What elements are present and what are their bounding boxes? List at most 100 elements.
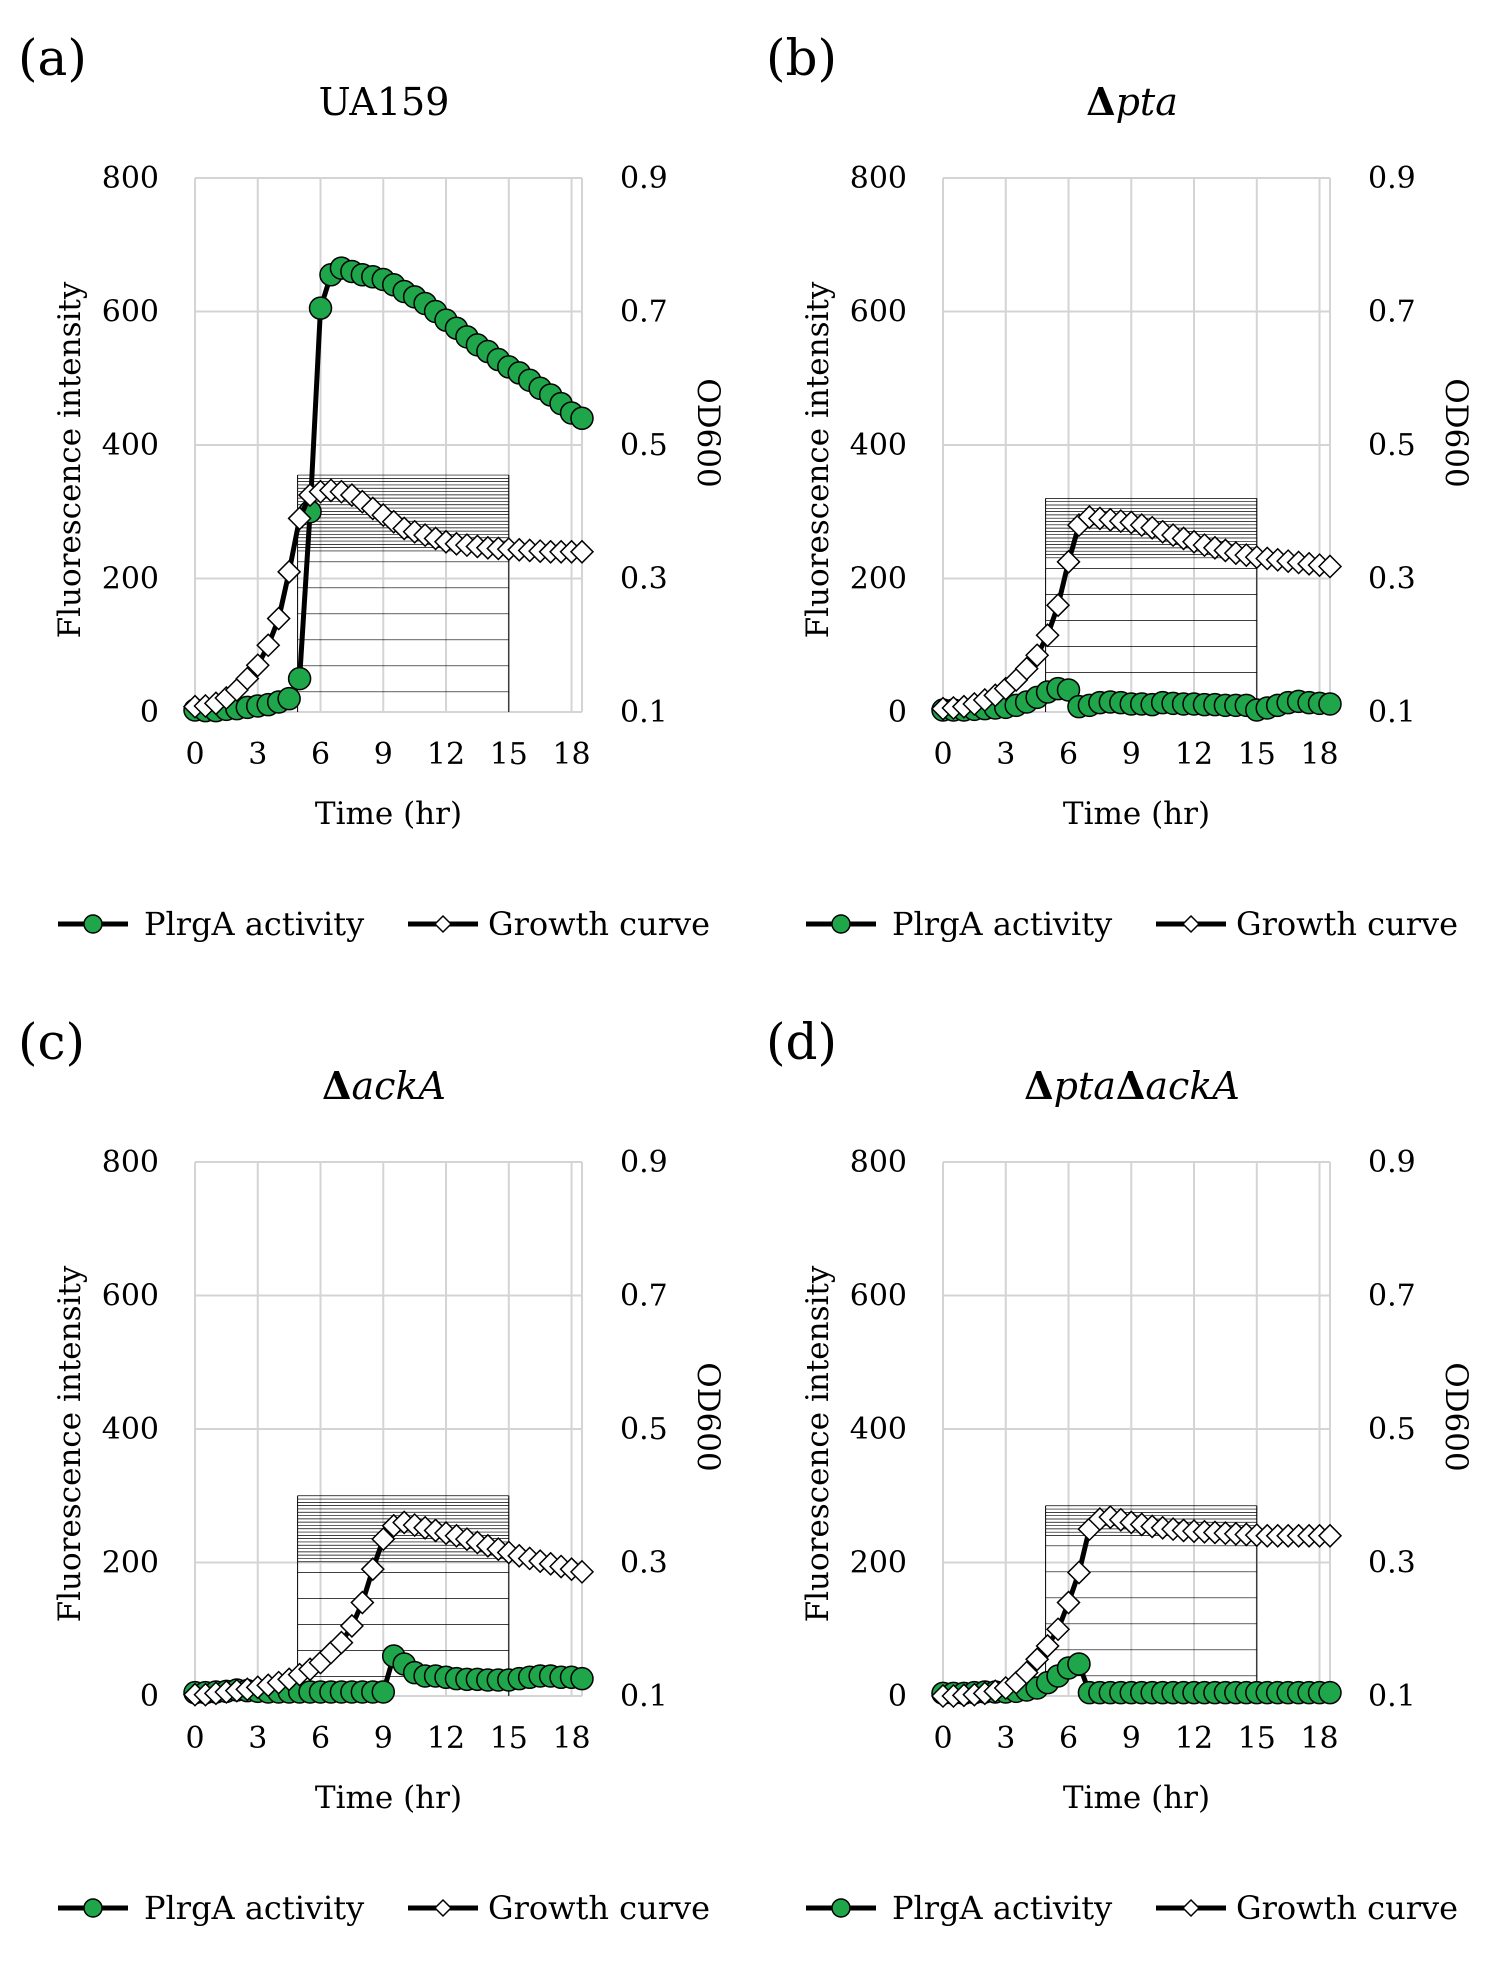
- y-axis-title: Fluorescence intensity: [52, 281, 88, 638]
- x-tick-label: 12: [1175, 1721, 1213, 1756]
- legend-label-growth: Growth curve: [1236, 905, 1458, 943]
- x-tick-label: 3: [996, 737, 1015, 772]
- panel-label: (a): [18, 29, 87, 87]
- error-bars: [1045, 498, 1258, 712]
- y2-tick-label: 0.5: [620, 428, 668, 463]
- chart-title-part: pta: [1116, 80, 1178, 124]
- y2-tick-label: 0.1: [620, 695, 668, 730]
- y2-tick-label: 0.9: [1368, 161, 1416, 196]
- legend: PlrgA activity Growth curve: [806, 905, 1458, 943]
- legend: PlrgA activity Growth curve: [806, 1889, 1458, 1927]
- x-tick-label: 12: [427, 737, 465, 772]
- data-point: [570, 406, 594, 431]
- y2-tick-label: 0.5: [1368, 1412, 1416, 1447]
- series-line: [942, 514, 1331, 712]
- x-tick-label: 0: [185, 737, 204, 772]
- y-tick-label: 800: [102, 1145, 159, 1180]
- data-point: [266, 606, 291, 631]
- chart-svg-d: 0 200 400 600 800 0.1 0.3 0.5 0.7 0.9 0 3 6 9 12 15 18 Ti…: [766, 1013, 1474, 1927]
- data-point: [1035, 1633, 1060, 1658]
- gridlines: [194, 1161, 583, 1697]
- x-tick-label: 9: [1122, 1721, 1141, 1756]
- chart-title: ΔptaΔackA: [1024, 1063, 1240, 1108]
- y2-tick-label: 0.3: [1368, 1546, 1416, 1581]
- y-axis-title: Fluorescence intensity: [800, 281, 836, 638]
- y-tick-label: 0: [888, 1679, 907, 1714]
- data-point: [256, 633, 281, 658]
- y-tick-label: 600: [850, 1279, 907, 1314]
- y2-axis-title: OD600: [690, 378, 726, 487]
- y2-tick-label: 0.7: [1368, 1279, 1416, 1314]
- chart-panel-c: 0 200 400 600 800 0.1 0.3 0.5 0.7 0.9 0 3 6 9 12 15 18 Ti…: [0, 984, 748, 1968]
- x-tick-label: 18: [552, 737, 590, 772]
- data-point: [570, 1666, 594, 1691]
- chart-title-part: pta: [1054, 1064, 1116, 1108]
- y-tick-label: 600: [102, 1279, 159, 1314]
- y2-tick-label: 0.7: [620, 295, 668, 330]
- y2-axis-title: OD600: [1438, 378, 1474, 487]
- chart-title: UA159: [319, 80, 450, 124]
- legend-label-growth: Growth curve: [488, 1889, 710, 1927]
- y2-tick-label: 0.1: [620, 1679, 668, 1714]
- chart-title-part: Δ: [1086, 79, 1115, 124]
- data-point: [1317, 1523, 1343, 1548]
- x-tick-label: 18: [1300, 737, 1338, 772]
- x-tick-label: 6: [311, 737, 330, 772]
- legend-label-growth: Growth curve: [488, 905, 710, 943]
- x-tick-label: 3: [248, 1721, 267, 1756]
- y-tick-label: 200: [850, 1546, 907, 1581]
- chart-title-part: ackA: [1145, 1064, 1239, 1108]
- y2-tick-label: 0.3: [1368, 562, 1416, 597]
- data-point: [1067, 1652, 1091, 1676]
- data-point: [569, 539, 595, 564]
- x-tick-label: 9: [374, 737, 393, 772]
- legend-marker-growth: [1181, 914, 1201, 934]
- y2-tick-label: 0.5: [1368, 428, 1416, 463]
- x-tick-label: 3: [248, 737, 267, 772]
- y-tick-label: 600: [102, 295, 159, 330]
- x-tick-label: 0: [933, 1721, 952, 1756]
- series-growth-curve: [930, 1505, 1343, 1709]
- x-tick-label: 6: [1059, 737, 1078, 772]
- data-point: [1014, 1660, 1039, 1685]
- x-tick-label: 15: [1238, 1721, 1276, 1756]
- data-point: [1317, 554, 1343, 579]
- chart-panel-a: 0 200 400 600 800 0.1 0.3 0.5 0.7 0.9 0 3 6 9 12 15 18 Ti…: [0, 0, 748, 984]
- y-tick-label: 800: [102, 161, 159, 196]
- series-plrga-activity: [931, 676, 1342, 722]
- chart-title-part: Δ: [1116, 1063, 1145, 1108]
- data-point: [287, 666, 312, 691]
- y-tick-label: 0: [140, 695, 159, 730]
- x-tick-label: 0: [185, 1721, 204, 1756]
- legend-label-growth: Growth curve: [1236, 1889, 1458, 1927]
- data-point: [1066, 1560, 1092, 1585]
- x-tick-label: 3: [996, 1721, 1015, 1756]
- gridlines: [942, 177, 1331, 713]
- data-point: [350, 1590, 375, 1615]
- y-tick-label: 800: [850, 1145, 907, 1180]
- series-line: [194, 265, 584, 714]
- data-point: [329, 1630, 354, 1655]
- legend-marker-activity: [83, 914, 103, 934]
- data-point: [1056, 678, 1081, 702]
- y-tick-label: 400: [102, 1412, 159, 1447]
- legend-label-activity: PlrgA activity: [144, 905, 364, 943]
- y-tick-label: 200: [850, 562, 907, 597]
- x-tick-label: 18: [1300, 1721, 1338, 1756]
- y2-tick-label: 0.1: [1368, 695, 1416, 730]
- y-tick-label: 400: [102, 428, 159, 463]
- x-axis-title: Time (hr): [315, 796, 462, 832]
- data-point: [308, 296, 333, 320]
- y-tick-label: 800: [850, 161, 907, 196]
- legend-marker-activity: [831, 1898, 851, 1918]
- data-point: [1045, 1617, 1071, 1642]
- panel-label: (d): [766, 1013, 837, 1071]
- data-point: [1025, 1647, 1050, 1672]
- chart-panel-d: 0 200 400 600 800 0.1 0.3 0.5 0.7 0.9 0 3 6 9 12 15 18 Ti…: [748, 984, 1496, 1968]
- y2-tick-label: 0.7: [620, 1279, 668, 1314]
- data-point: [1045, 593, 1071, 618]
- chart-title: ΔackA: [322, 1063, 446, 1108]
- y-tick-label: 200: [102, 1546, 159, 1581]
- data-point: [277, 686, 301, 711]
- legend: PlrgA activity Growth curve: [58, 1889, 710, 1927]
